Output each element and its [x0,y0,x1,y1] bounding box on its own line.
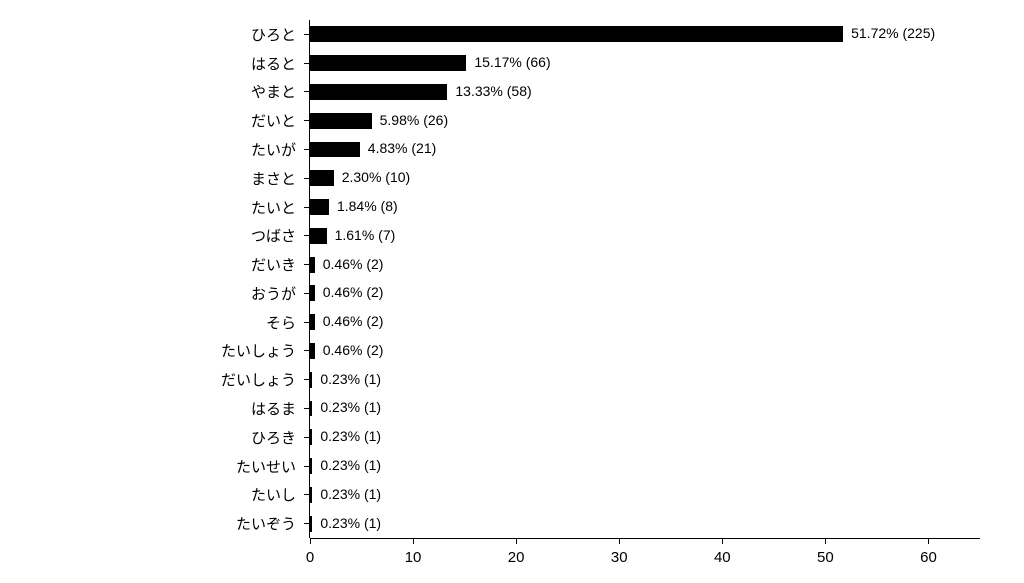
bar [310,113,372,129]
value-label: 0.46% (2) [323,284,384,300]
bar [310,314,315,330]
bar [310,199,329,215]
category-label: はると [0,53,296,74]
x-tick [619,538,620,544]
x-tick-label: 20 [496,549,536,566]
category-label: たいせい [0,456,296,477]
x-tick [516,538,517,544]
category-label: たいと [0,197,296,218]
bar [310,487,312,503]
x-tick-label: 50 [805,549,845,566]
x-tick [722,538,723,544]
x-tick [413,538,414,544]
x-tick [310,538,311,544]
category-label: たいしょう [0,340,296,361]
value-label: 0.23% (1) [320,371,381,387]
value-label: 13.33% (58) [455,83,531,99]
bar [310,26,843,42]
category-label: だいき [0,254,296,275]
category-label: たいし [0,484,296,505]
category-label: やまと [0,81,296,102]
category-label: ひろと [0,24,296,45]
bar [310,372,312,388]
bar [310,343,315,359]
value-label: 0.46% (2) [323,256,384,272]
category-label: ひろき [0,427,296,448]
value-label: 1.84% (8) [337,198,398,214]
value-label: 0.23% (1) [320,515,381,531]
bar [310,142,360,158]
x-tick [825,538,826,544]
category-label: だいしょう [0,369,296,390]
x-tick-label: 30 [599,549,639,566]
category-label: まさと [0,168,296,189]
category-label: たいが [0,139,296,160]
value-label: 0.46% (2) [323,342,384,358]
value-label: 0.23% (1) [320,486,381,502]
x-tick [928,538,929,544]
value-label: 15.17% (66) [474,54,550,70]
bar [310,516,312,532]
x-axis-line [310,538,980,539]
bar [310,458,312,474]
category-label: はるま [0,398,296,419]
category-label: おうが [0,283,296,304]
category-label: たいぞう [0,513,296,534]
category-label: そら [0,312,296,333]
category-label: だいと [0,110,296,131]
bar [310,84,447,100]
x-tick-label: 0 [290,549,330,566]
value-label: 0.23% (1) [320,457,381,473]
value-label: 51.72% (225) [851,25,935,41]
value-label: 1.61% (7) [335,227,396,243]
bar [310,170,334,186]
bar [310,285,315,301]
x-tick-label: 40 [702,549,742,566]
bar [310,429,312,445]
bar [310,257,315,273]
bar [310,401,312,417]
value-label: 0.46% (2) [323,313,384,329]
x-tick-label: 60 [908,549,948,566]
bar [310,55,466,71]
value-label: 4.83% (21) [368,140,436,156]
value-label: 0.23% (1) [320,399,381,415]
category-label: つばさ [0,225,296,246]
horizontal-bar-chart: 0 10 20 30 40 50 60 ひろと 51.72% (225) はると 15.17% (6… [0,0,1024,583]
value-label: 0.23% (1) [320,428,381,444]
value-label: 2.30% (10) [342,169,410,185]
bar [310,228,327,244]
value-label: 5.98% (26) [380,112,448,128]
x-tick-label: 10 [393,549,433,566]
